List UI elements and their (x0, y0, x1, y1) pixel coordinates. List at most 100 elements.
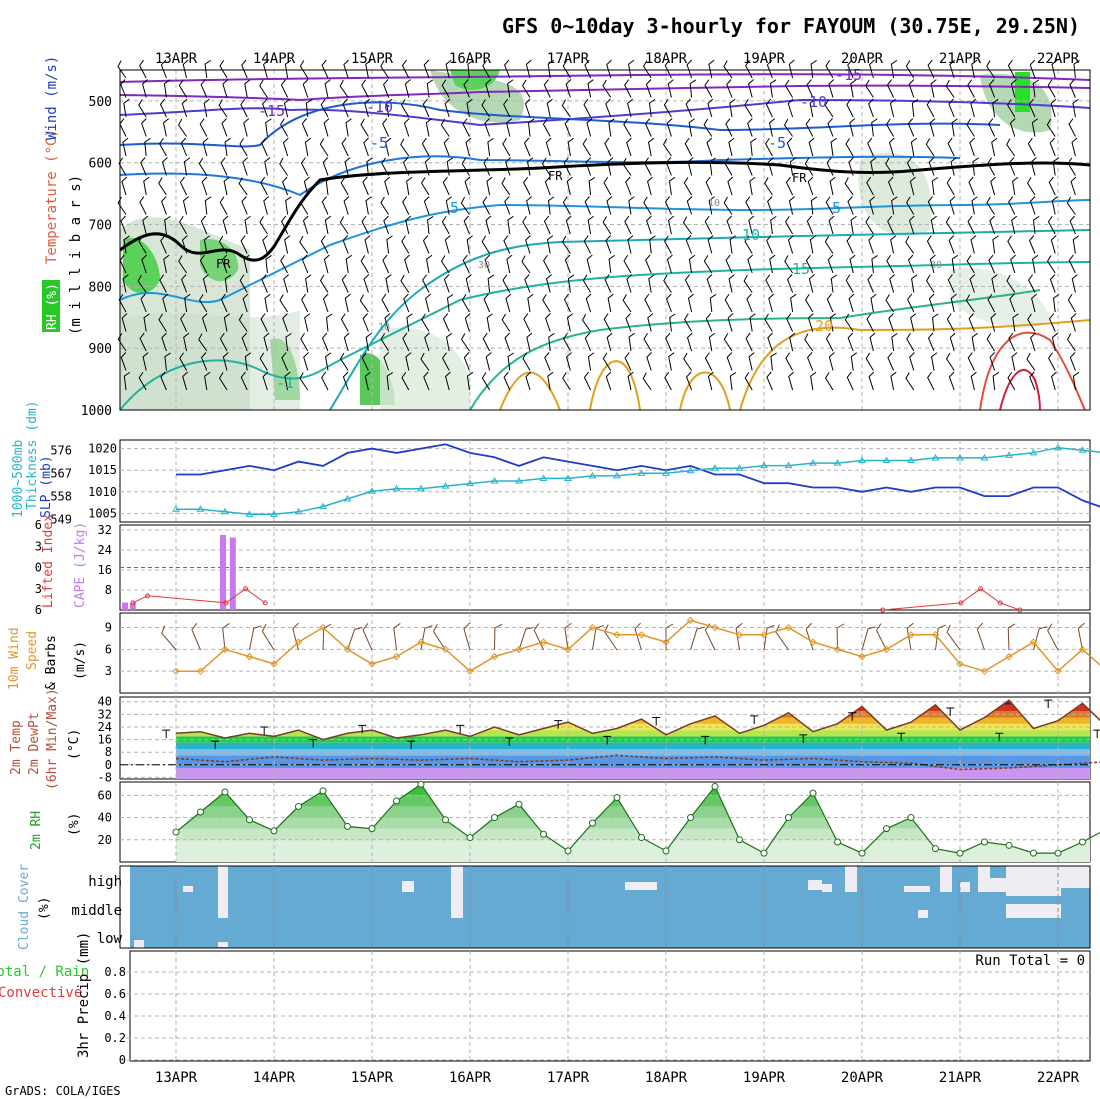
wind-barb (222, 623, 230, 651)
tick-label: 0.2 (104, 1031, 126, 1045)
wind-barb (241, 59, 248, 79)
wind-barb (683, 177, 693, 196)
wind-barb (563, 332, 571, 352)
wind-barb (382, 118, 390, 137)
wind-barb (345, 118, 352, 137)
wind-barb (160, 235, 167, 254)
wind-barb (323, 254, 330, 274)
wind-barb (462, 118, 470, 137)
wind-barb (767, 332, 773, 352)
wind-barb (750, 138, 757, 157)
wind-barb (623, 255, 632, 274)
wind-barb (326, 313, 333, 332)
wind-barb (204, 196, 212, 215)
wind-barb (642, 60, 652, 79)
wind-barb (424, 157, 431, 176)
axis-label: Cloud Cover (17, 864, 32, 950)
wind-barb (218, 372, 228, 391)
wind-barb (645, 79, 652, 98)
wind-barb (528, 118, 535, 137)
wind-barb (404, 254, 410, 274)
tick-label: 1015 (88, 463, 117, 477)
tick-label: 24 (98, 720, 112, 734)
wind-barb (200, 352, 208, 371)
wind-barb (544, 176, 551, 196)
tick-label: 32 (98, 523, 112, 537)
wind-barb (546, 98, 553, 118)
maxmin-tick (897, 732, 906, 742)
wind-barb (183, 332, 190, 352)
rh-y-labels: 2m RH (%) (29, 811, 82, 850)
wind-barb (968, 176, 975, 196)
wind-barb (687, 157, 694, 176)
wind-barb (122, 274, 129, 293)
wind-barb (606, 59, 612, 79)
wind-barb (663, 99, 672, 118)
wind-barb (664, 235, 672, 254)
wind-barb (986, 196, 996, 215)
wind-barb (927, 59, 935, 79)
wind-barb (362, 313, 369, 332)
wind-barb (948, 98, 955, 118)
wind-barb (709, 294, 717, 313)
wind-barb (868, 371, 875, 391)
cloud-level-label: high (88, 874, 122, 890)
wind-barb (179, 352, 188, 371)
wind-barb (423, 196, 430, 215)
wind-barb (765, 274, 773, 293)
tick-label: 1010 (88, 485, 117, 499)
wind-barb (888, 176, 895, 196)
thickness-marker (466, 479, 474, 487)
wind-barb (583, 235, 592, 254)
wind-barb (989, 215, 996, 235)
wind-barb (222, 215, 229, 235)
wind-barb (262, 98, 268, 118)
wind-barb (361, 215, 369, 235)
wind-barb (361, 79, 369, 98)
wind-barb (466, 371, 474, 391)
wind-barb (582, 138, 592, 157)
date-label: 20APR (841, 51, 884, 67)
cape-bar (229, 537, 236, 610)
wind-barb (142, 79, 148, 98)
wind-marker (662, 638, 670, 646)
wind-barb (1072, 235, 1079, 254)
wind-barb (420, 352, 430, 371)
wind-barb (566, 313, 574, 332)
wind-barb (965, 294, 975, 313)
wind-barb (483, 157, 491, 176)
wind-barb (847, 332, 854, 352)
wind-barb (643, 333, 652, 352)
wind-barb (191, 623, 201, 651)
tick-label: 700 (89, 219, 112, 234)
wind-barb (461, 294, 470, 313)
wind-barb (824, 372, 834, 391)
wind-barb (605, 98, 612, 118)
wind-barb (304, 313, 311, 332)
wind-barb (1007, 99, 1016, 118)
wind-barb (1050, 235, 1057, 254)
maxmin-tick (358, 724, 367, 734)
wind-barb (770, 215, 777, 235)
wind-marker (417, 638, 425, 646)
wind-barb (836, 623, 845, 651)
wind-barb (339, 216, 349, 235)
tick-label: 8 (105, 745, 112, 759)
wind-barb (284, 371, 291, 391)
wind-barb (402, 332, 410, 352)
wind-barb (1068, 254, 1076, 274)
wind-barb (905, 372, 915, 391)
wind-barb (988, 118, 996, 137)
wind-barb (285, 332, 292, 352)
wind-barb (622, 294, 632, 313)
maxmin-tick (309, 739, 318, 748)
wind-barb (238, 177, 248, 196)
wind-barb (929, 254, 936, 274)
cape-y-labels: CAPE (J/kg) Lifted Index (41, 514, 88, 608)
tick-label: 40 (98, 811, 112, 825)
wind-barb (868, 235, 874, 254)
wind-barb (220, 157, 228, 176)
wind-barb (121, 176, 128, 196)
wind-barb (850, 215, 857, 235)
